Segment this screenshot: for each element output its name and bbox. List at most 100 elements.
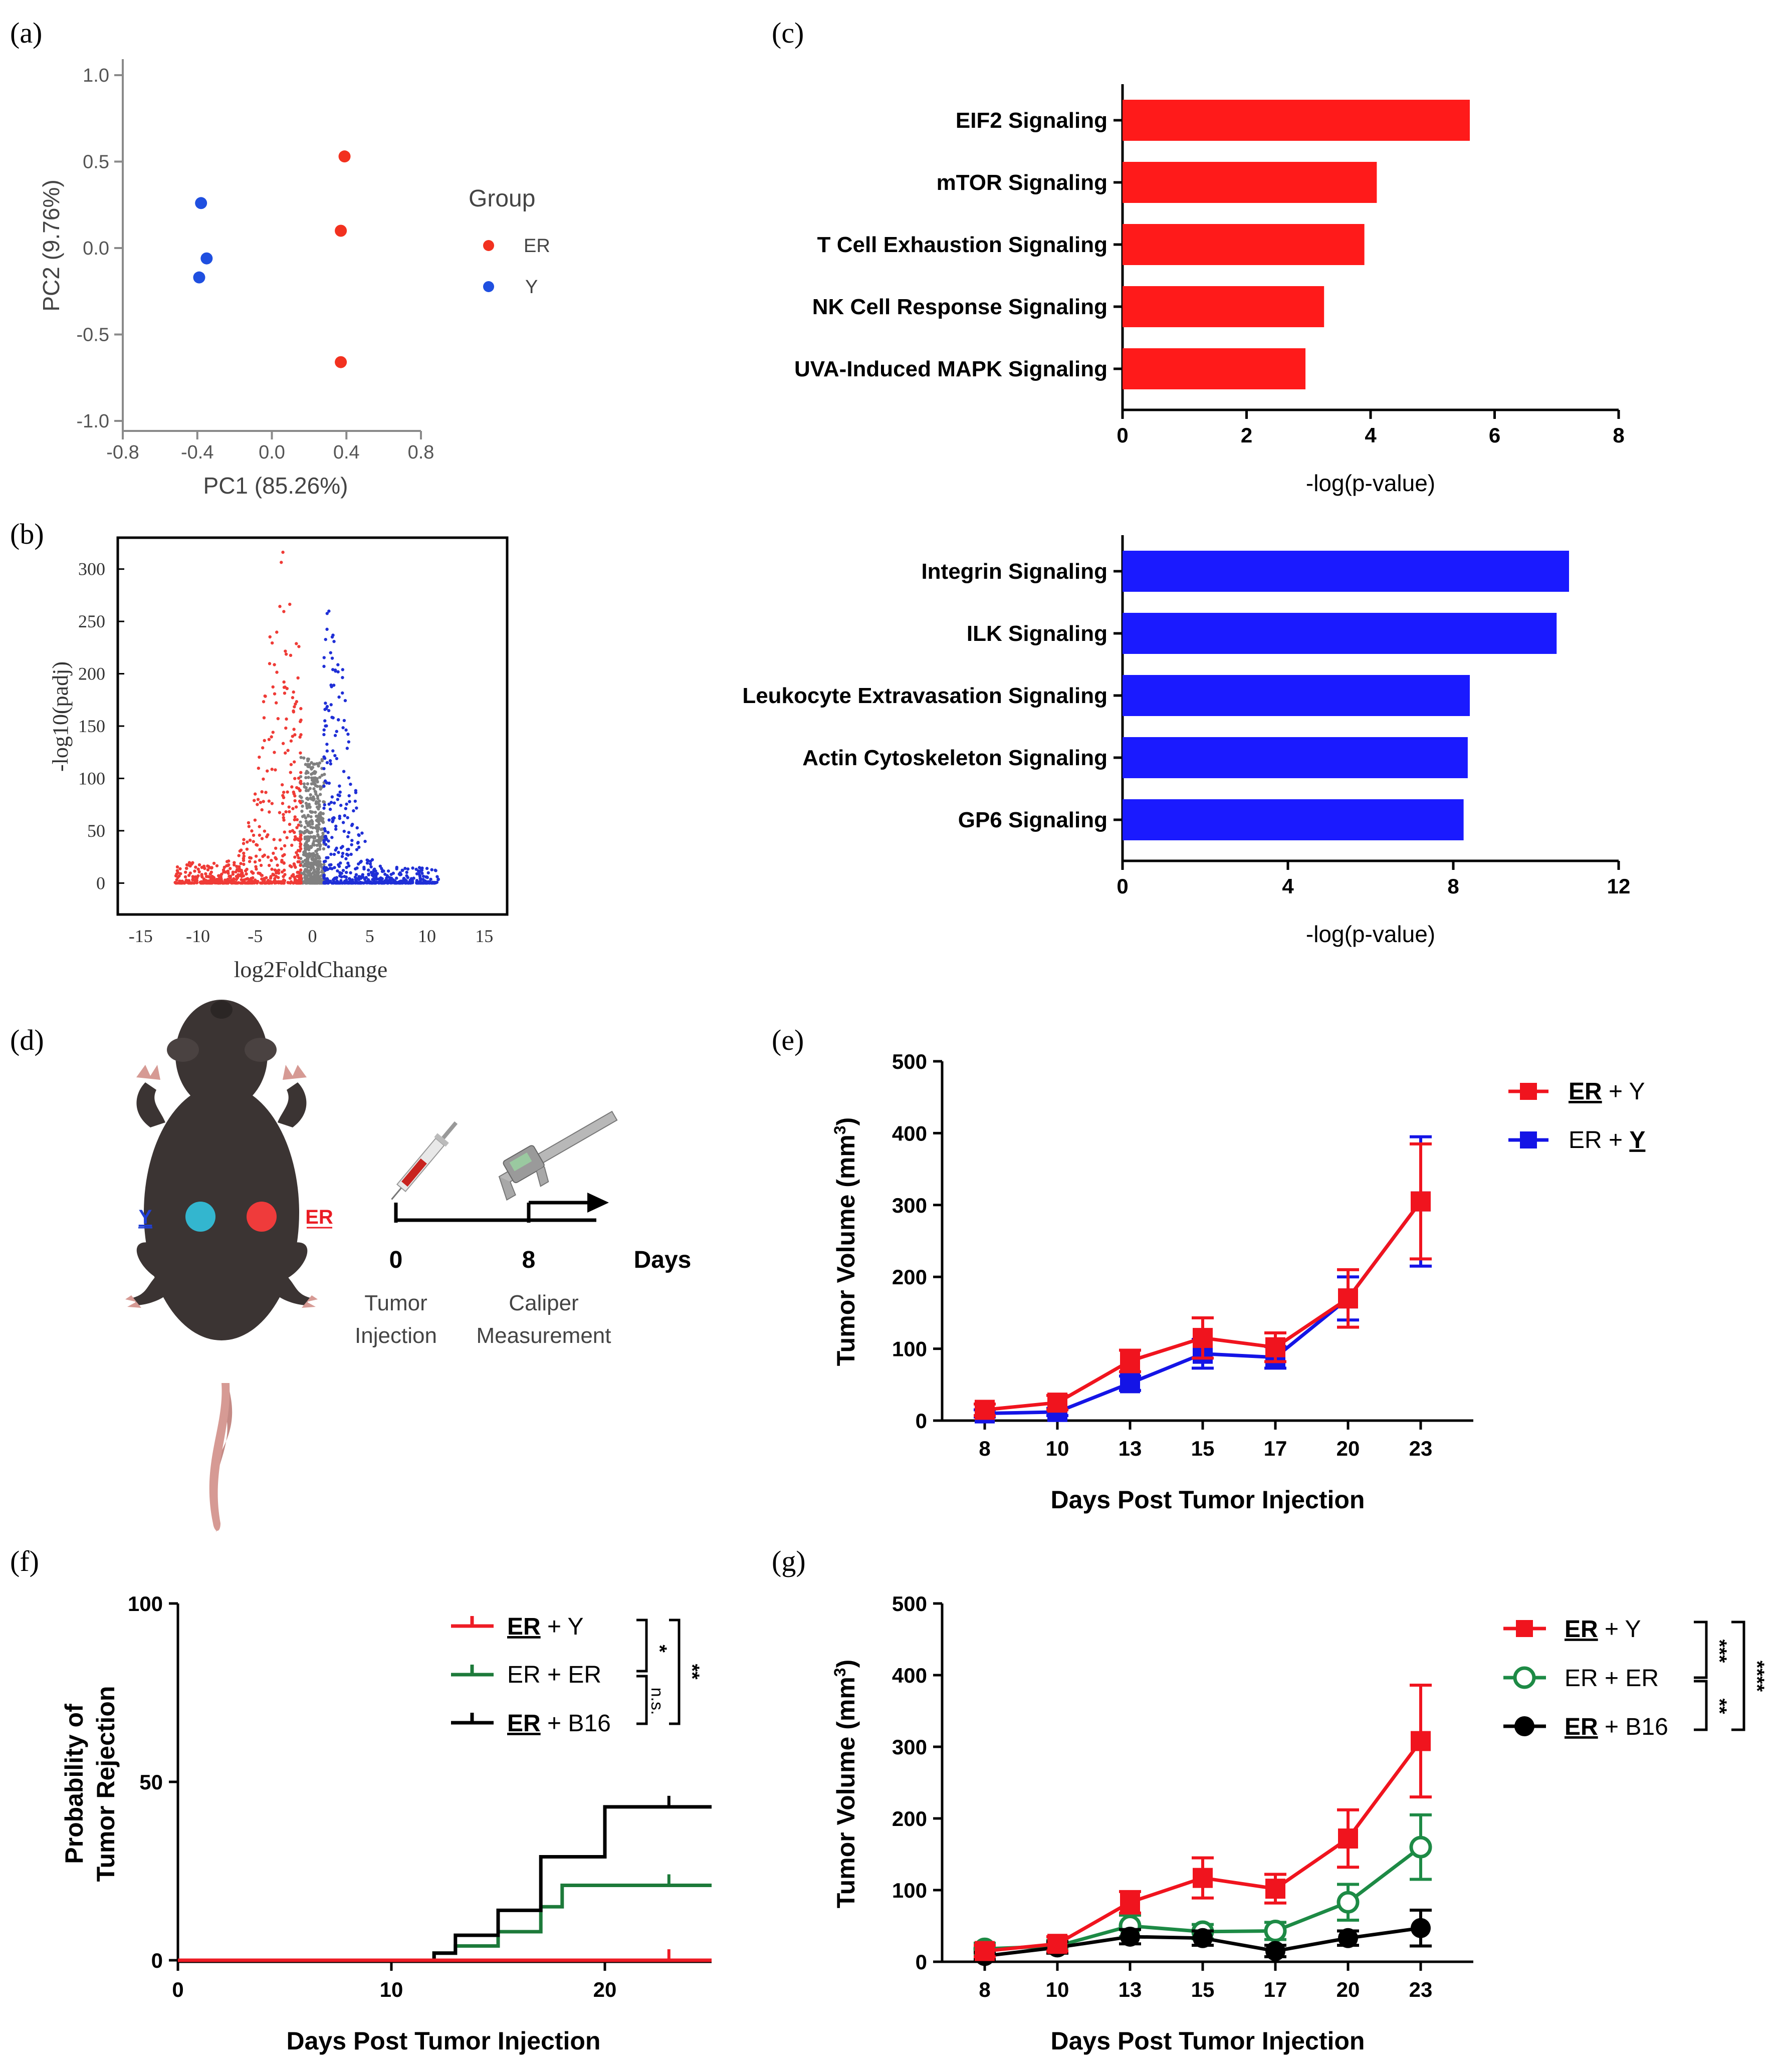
- b-point-ns: [304, 801, 308, 805]
- b-point-up: [330, 635, 334, 639]
- b-point-down: [222, 881, 226, 885]
- b-point-down: [295, 837, 299, 841]
- b-point-down: [218, 877, 223, 881]
- b-point-up: [363, 839, 367, 843]
- f-step-line: [178, 1883, 712, 1962]
- b-point-ns: [318, 775, 322, 779]
- c1-x-tick-label: 0: [1117, 423, 1128, 447]
- b-point-down: [274, 857, 278, 861]
- b-point-ns: [313, 762, 317, 766]
- b-x-tick-label: -15: [129, 926, 153, 946]
- a-x-tick-label: 0.0: [259, 442, 285, 463]
- b-point-ns: [312, 836, 316, 840]
- b-point-down: [290, 843, 294, 847]
- b-point-down: [265, 835, 269, 838]
- b-point-down: [206, 868, 210, 872]
- b-point-up: [346, 733, 350, 736]
- a-legend-er: ER: [524, 236, 550, 257]
- b-point-down: [191, 878, 194, 882]
- a-x-tick-label: -0.8: [106, 442, 139, 463]
- g-y-tick-label: 400: [892, 1664, 927, 1687]
- b-point-up: [324, 702, 327, 705]
- b-point-up: [339, 879, 343, 882]
- b-point-down: [192, 881, 196, 885]
- b-point-down: [299, 771, 303, 774]
- b-point-down: [253, 818, 257, 822]
- b-point-down: [245, 872, 248, 876]
- b-point-down: [280, 561, 283, 564]
- b-point-ns: [311, 822, 314, 826]
- b-point-up: [415, 872, 419, 875]
- a-x-label: PC1 (85.26%): [203, 473, 348, 499]
- f-x-ticks: 0 10 20: [172, 1962, 616, 2001]
- b-point-down: [299, 868, 303, 872]
- b-point-up: [397, 880, 401, 884]
- b-point-up: [412, 876, 415, 880]
- b-point-down: [283, 692, 287, 695]
- b-point-ns: [303, 830, 307, 834]
- g-sig-top: ***: [1708, 1640, 1730, 1663]
- caliper-icon: [498, 1110, 618, 1201]
- b-point-down: [254, 865, 258, 868]
- b-point-down: [284, 810, 288, 814]
- b-point-down: [267, 738, 271, 741]
- b-point-down: [242, 851, 246, 855]
- g-marker: [1337, 1891, 1360, 1914]
- b-point-ns: [303, 835, 307, 839]
- b-point-down: [288, 822, 292, 826]
- b-point-down: [280, 847, 283, 851]
- b-point-down: [263, 877, 266, 880]
- b-point-up: [343, 875, 346, 878]
- b-point-down: [275, 630, 279, 634]
- b-point-up: [332, 683, 336, 687]
- g-y-tick-label: 0: [916, 1950, 927, 1974]
- b-point-down: [248, 860, 252, 863]
- b-point-down: [297, 823, 301, 827]
- b-point-ns: [299, 824, 303, 827]
- b-point-ns: [299, 756, 303, 759]
- b-point-down: [283, 853, 286, 856]
- panel-f-label: (f): [10, 1545, 39, 1577]
- c1-category-label: UVA-Induced MAPK Signaling: [794, 357, 1107, 381]
- b-point-ns: [318, 761, 322, 765]
- b-point-down: [294, 805, 298, 809]
- b-point-up: [348, 800, 351, 803]
- c2-bar: [1123, 675, 1470, 716]
- b-point-up: [355, 806, 358, 810]
- b-point-down: [256, 803, 259, 806]
- g-sig-outer: ****: [1746, 1661, 1768, 1692]
- b-point-up: [344, 857, 348, 860]
- b-point-up: [347, 877, 351, 880]
- mouse-tail: [209, 1383, 230, 1531]
- b-point-down: [262, 716, 266, 720]
- tumor-er: [247, 1202, 277, 1232]
- b-point-up: [342, 770, 346, 773]
- b-point-down: [273, 751, 276, 754]
- b-point-up: [351, 822, 354, 826]
- b-point-up: [334, 824, 338, 828]
- b-point-down: [289, 763, 293, 766]
- b-point-down: [253, 799, 256, 802]
- b-point-up: [346, 835, 350, 838]
- b-point-up: [418, 881, 422, 885]
- b-point-up: [324, 834, 328, 838]
- b-point-up: [343, 699, 347, 703]
- b-point-ns: [312, 787, 316, 791]
- b-point-down: [187, 873, 191, 877]
- e-y-tick-label: 300: [892, 1194, 927, 1217]
- b-point-down: [280, 858, 284, 862]
- b-point-ns: [318, 843, 322, 846]
- g-x-tick-label: 8: [979, 1978, 990, 2001]
- c2-x-tick-label: 8: [1447, 874, 1459, 898]
- b-point-ns: [302, 871, 306, 875]
- b-point-down: [277, 880, 280, 883]
- b-y-tick-label: 0: [96, 873, 105, 893]
- b-point-ns: [312, 871, 315, 874]
- b-point-up: [354, 867, 357, 871]
- b-point-up: [331, 716, 335, 720]
- b-point-down: [194, 865, 197, 869]
- b-point-down: [286, 790, 289, 794]
- b-point-down: [293, 733, 297, 737]
- b-point-ns: [304, 819, 308, 823]
- e-marker: [1265, 1337, 1285, 1357]
